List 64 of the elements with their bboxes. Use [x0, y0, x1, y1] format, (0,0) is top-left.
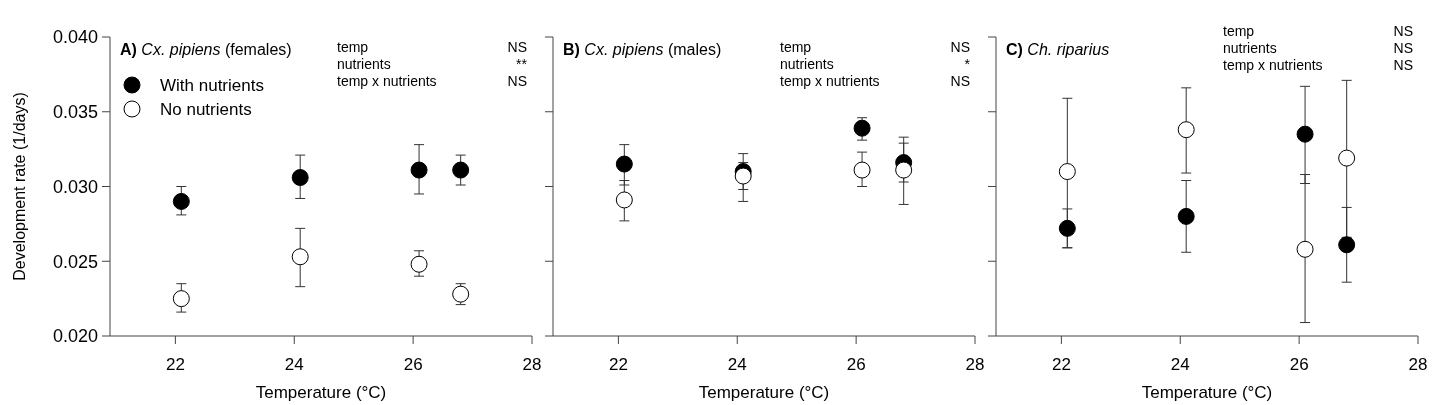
point [172, 290, 190, 308]
x-tick-label: 24 [1170, 355, 1190, 374]
point [172, 192, 190, 210]
annotation: temp [337, 39, 369, 55]
x-tick-label: 28 [522, 355, 542, 374]
y-axis-title: Development rate (1/days) [11, 92, 28, 281]
x-tick-label: 22 [165, 355, 185, 374]
y-tick-label: 0.025 [52, 251, 98, 272]
x-tick-label: 24 [284, 355, 304, 374]
point [853, 119, 871, 137]
x-tick-label: 26 [403, 355, 423, 374]
legend-label: No nutrients [160, 99, 252, 119]
chart-title: C) Ch. riparius [1006, 41, 1110, 58]
chart-title: A) Cx. pipiens (females) [120, 41, 292, 58]
annotation: NS [507, 39, 527, 55]
x-tick-label: 28 [965, 355, 985, 374]
annotation: temp x nutrients [780, 73, 880, 89]
chart-title: B) Cx. pipiens (males) [563, 41, 722, 58]
point [853, 161, 871, 179]
point [410, 255, 428, 273]
point [734, 167, 752, 185]
point [1058, 219, 1076, 237]
annotation: nutrients [1223, 40, 1277, 57]
point [1177, 207, 1195, 225]
x-tick-label: 26 [1289, 355, 1309, 374]
y-tick-label: 0.040 [52, 27, 98, 48]
point [1177, 121, 1195, 139]
point [615, 191, 633, 209]
point [1296, 125, 1314, 143]
annotation: temp x nutrients [1223, 57, 1323, 74]
y-tick-label: 0.035 [52, 102, 98, 123]
annotation: ** [516, 56, 528, 72]
legend-label: With nutrients [160, 75, 264, 95]
annotation: NS [507, 73, 527, 89]
x-tick-label: 24 [727, 355, 747, 374]
x-tick-label: 22 [1051, 355, 1071, 374]
annotation: nutrients [780, 56, 834, 72]
x-axis-title: Temperature (°C) [255, 383, 387, 402]
annotation: NS [1393, 40, 1413, 57]
annotation: NS [950, 73, 970, 89]
point [615, 155, 633, 173]
point [1296, 240, 1314, 258]
x-tick-label: 28 [1408, 355, 1428, 374]
annotation: NS [1393, 57, 1413, 74]
x-axis-title: Temperature (°C) [1141, 383, 1273, 402]
y-tick-label: 0.030 [52, 176, 98, 197]
annotation: temp [1223, 23, 1255, 40]
point [1338, 149, 1356, 167]
x-tick-label: 22 [608, 355, 628, 374]
point [410, 161, 428, 179]
y-tick-label: 0.020 [52, 326, 98, 347]
point [291, 248, 309, 266]
x-axis-title: Temperature (°C) [698, 383, 830, 402]
annotation: * [964, 56, 971, 72]
point [452, 161, 470, 179]
point [895, 161, 913, 179]
annotation: nutrients [337, 56, 391, 72]
annotation: NS [1393, 23, 1413, 40]
point [1338, 236, 1356, 254]
annotation: temp x nutrients [337, 73, 437, 89]
annotation: NS [950, 39, 970, 55]
annotation: temp [780, 39, 812, 55]
point [291, 169, 309, 187]
x-tick-label: 26 [846, 355, 866, 374]
